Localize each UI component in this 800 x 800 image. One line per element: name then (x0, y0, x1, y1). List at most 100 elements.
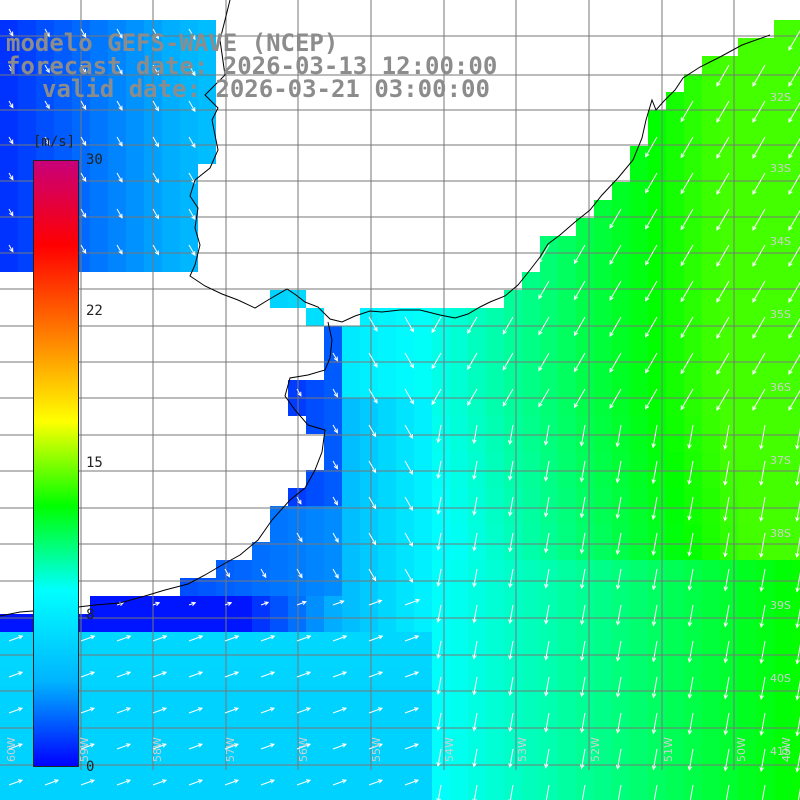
wind-arrowhead (45, 140, 50, 146)
field-cell (792, 308, 800, 326)
field-cell (450, 470, 468, 488)
wind-arrowhead (17, 743, 24, 748)
field-cell (198, 758, 216, 776)
wind-arrow (580, 532, 586, 554)
wind-arrow (188, 779, 203, 786)
wind-arrowhead (378, 671, 384, 676)
wind-arrowhead (508, 727, 513, 733)
field-cell (540, 470, 558, 488)
wind-arrowhead (752, 153, 757, 159)
wind-arrow (716, 388, 730, 411)
field-cell (342, 578, 360, 596)
field-cell (414, 398, 432, 416)
field-cell (198, 110, 216, 128)
wind-arrowhead (371, 468, 377, 474)
field-cell (522, 560, 540, 578)
field-cell (270, 506, 288, 524)
wind-arrowhead (377, 779, 384, 784)
wind-arrow (580, 460, 586, 482)
field-cell (594, 308, 612, 326)
wind-arrowhead (118, 141, 123, 147)
field-cell (540, 434, 558, 452)
wind-arrowhead (788, 297, 793, 303)
lat-label: 34S (770, 235, 791, 248)
field-cell (504, 794, 522, 800)
field-cell (180, 578, 198, 596)
field-cell (450, 596, 468, 614)
field-cell (738, 326, 756, 344)
field-cell (306, 776, 324, 794)
field-cell (774, 290, 792, 308)
field-cell (234, 722, 252, 740)
field-cell (450, 434, 468, 452)
lon-label: 54W (443, 737, 456, 762)
wind-arrow (224, 707, 239, 714)
field-cell (180, 38, 198, 56)
field-cell (630, 272, 648, 290)
field-cell (540, 758, 558, 776)
field-cell (630, 668, 648, 686)
wind-arrowhead (680, 369, 685, 375)
wind-arrowhead (342, 671, 348, 676)
wind-arrowhead (651, 550, 656, 556)
field-cell (378, 740, 396, 758)
wind-arrowhead (371, 576, 377, 582)
wind-arrow (224, 635, 239, 642)
wind-arrow (509, 568, 514, 588)
field-cell (432, 506, 450, 524)
field-cell (738, 524, 756, 542)
wind-arrow (116, 707, 131, 714)
wind-arrow (8, 743, 23, 750)
field-cell (270, 686, 288, 704)
wind-arrow (788, 65, 800, 87)
field-cell (378, 776, 396, 794)
field-cell (252, 686, 270, 704)
field-cell (18, 128, 36, 146)
field-cell (684, 74, 702, 92)
field-cell (558, 704, 576, 722)
wind-arrowhead (9, 247, 14, 253)
field-cell (702, 290, 720, 308)
wind-arrow (688, 640, 694, 662)
field-cell (378, 596, 396, 614)
field-cell (666, 758, 684, 776)
wind-arrowhead (579, 692, 585, 698)
wind-arrow (574, 316, 586, 336)
field-cell (378, 668, 396, 686)
wind-arrow (404, 779, 419, 786)
wind-arrow (545, 460, 550, 481)
wind-arrowhead (788, 225, 793, 231)
wind-arrowhead (414, 671, 420, 676)
field-cell (630, 236, 648, 254)
field-cell (18, 236, 36, 254)
wind-arrow (431, 352, 442, 369)
field-cell (738, 506, 756, 524)
wind-arrowhead (651, 693, 657, 699)
field-cell (666, 722, 684, 740)
field-cell (522, 452, 540, 470)
wind-arrowhead (436, 581, 441, 588)
field-cell (594, 362, 612, 380)
field-cell (774, 326, 792, 344)
wind-arrowhead (687, 444, 692, 450)
lat-label: 32S (770, 91, 791, 104)
field-cell (612, 506, 630, 524)
field-cell (594, 272, 612, 290)
wind-arrow (8, 64, 14, 72)
field-cell (702, 182, 720, 200)
field-cell (630, 290, 648, 308)
wind-arrowhead (89, 707, 96, 712)
field-cell (342, 704, 360, 722)
wind-arrowhead (125, 707, 132, 712)
field-cell (360, 362, 378, 380)
field-cell (774, 596, 792, 614)
wind-arrowhead (759, 586, 764, 593)
field-cell (54, 776, 72, 794)
field-cell (360, 326, 378, 344)
wind-arrowhead (270, 635, 276, 640)
field-cell (378, 398, 396, 416)
field-cell (432, 794, 450, 800)
field-cell (432, 542, 450, 560)
wind-arrowhead (9, 175, 14, 181)
field-cell (774, 668, 792, 686)
